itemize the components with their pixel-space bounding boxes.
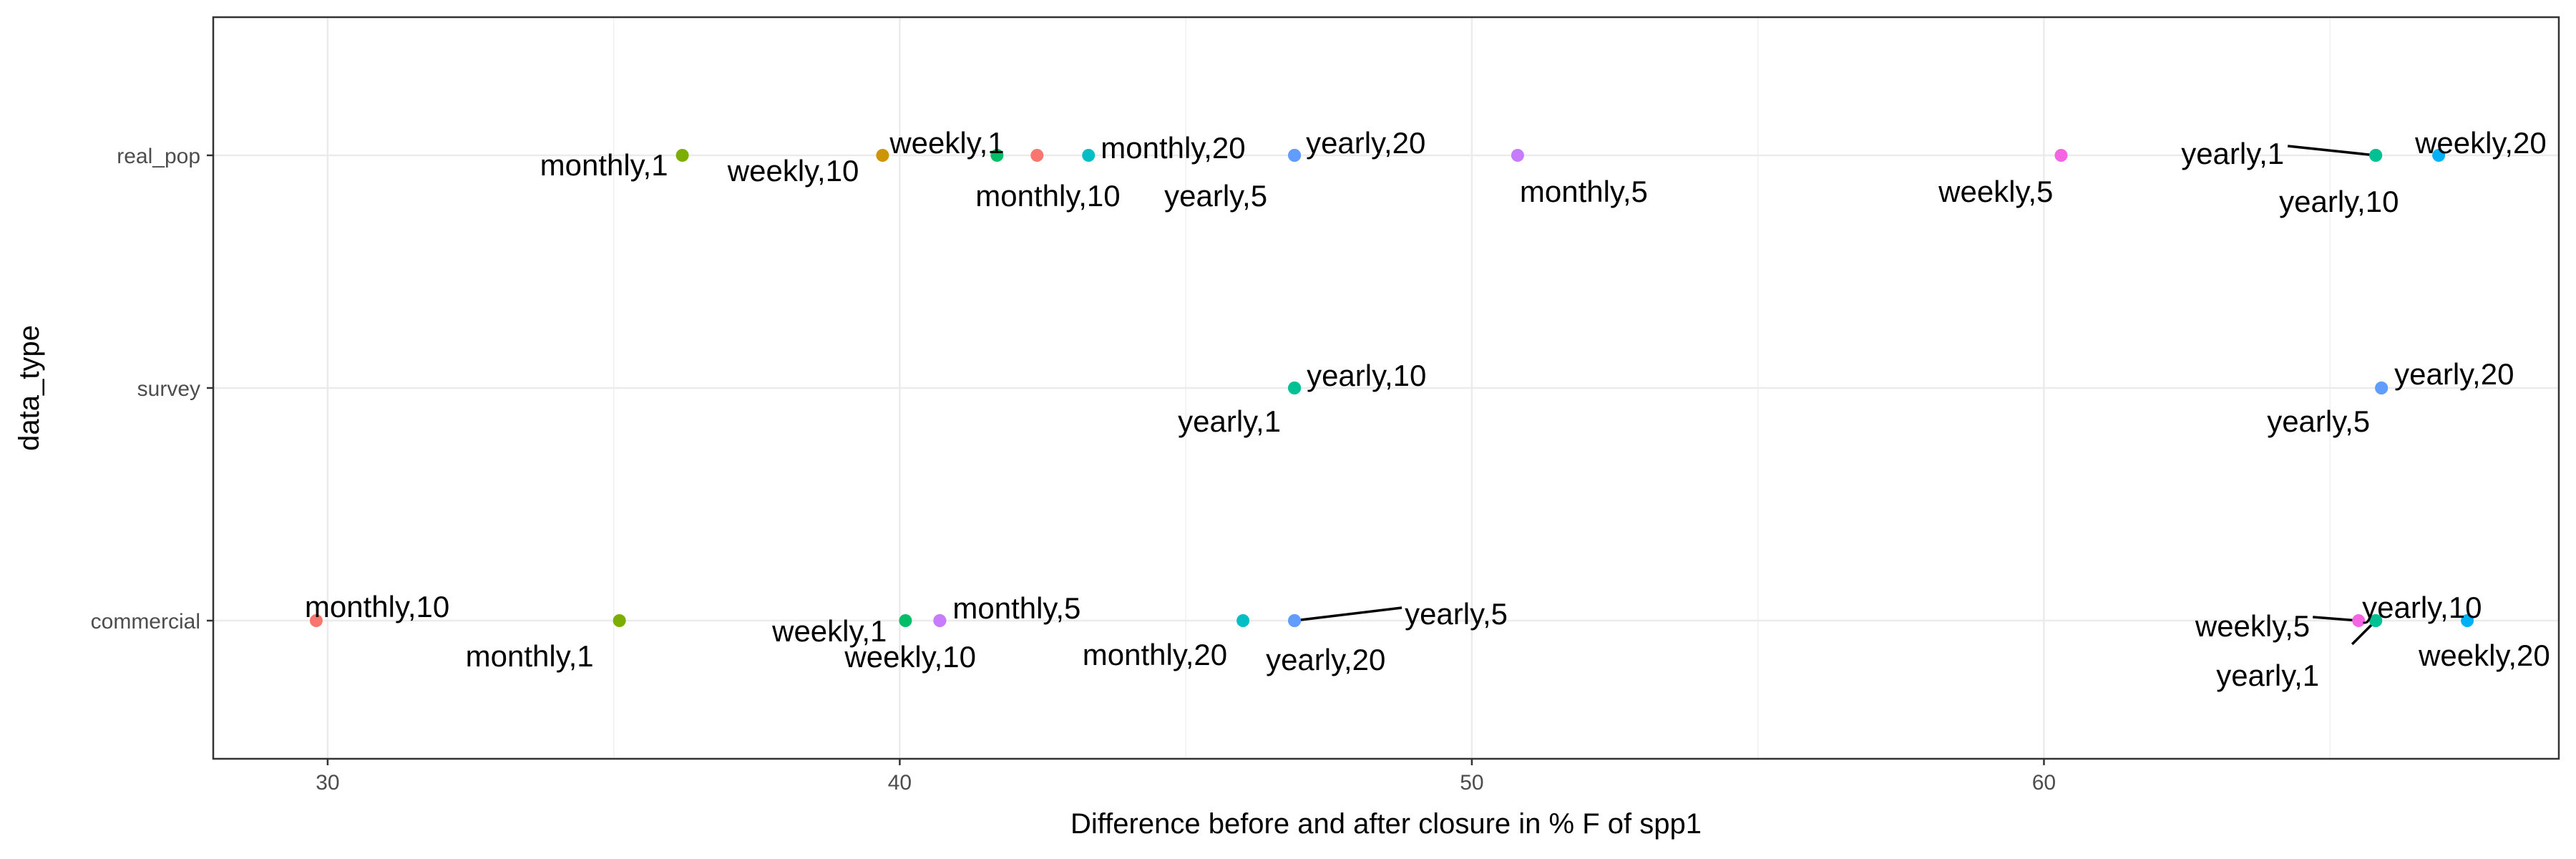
x-axis-title: Difference before and after closure in %… (1070, 808, 1702, 840)
data-point-label: yearly,10 (2279, 185, 2399, 218)
data-point-label: monthly,10 (305, 590, 449, 623)
data-point-label: weekly,5 (2195, 609, 2310, 643)
label-connector-line (2313, 616, 2359, 622)
data-point-label: weekly,20 (2414, 126, 2547, 160)
x-tick-label: 50 (1460, 771, 1483, 795)
data-point-label: yearly,5 (1405, 597, 1508, 631)
data-point (1288, 149, 1302, 162)
label-connector-line (1294, 606, 1402, 622)
data-point-label: yearly,1 (2216, 659, 2319, 692)
data-point (1511, 149, 1524, 162)
data-point-label: weekly,1 (771, 614, 887, 648)
data-point-label: monthly,20 (1101, 131, 1245, 165)
data-point (1082, 149, 1096, 162)
data-point-label: monthly,1 (540, 148, 668, 182)
point-labels: monthly,1monthly,1weekly,10weekly,10week… (305, 126, 2550, 692)
y-tick-label: commercial (91, 610, 200, 634)
data-point-label: weekly,10 (844, 640, 976, 674)
data-point-label: monthly,10 (975, 179, 1120, 213)
data-point-label: weekly,10 (727, 154, 859, 188)
data-point-label: yearly,20 (1266, 643, 1385, 676)
gridlines (213, 17, 2559, 759)
data-point (675, 149, 689, 162)
y-axis: commercial survey real_pop (91, 145, 213, 634)
y-tick-label: survey (137, 377, 200, 401)
data-point (2054, 149, 2068, 162)
x-axis: 30 40 50 60 (316, 759, 2056, 795)
data-point-label: weekly,20 (2418, 639, 2550, 672)
data-point-label: yearly,20 (2394, 357, 2514, 391)
data-point-label: monthly,5 (1520, 175, 1648, 208)
y-tick-label: real_pop (117, 145, 200, 168)
data-point (2432, 149, 2446, 162)
y-axis-title: data_type (14, 325, 45, 451)
data-point (899, 614, 912, 627)
data-point (2369, 149, 2383, 162)
data-point-label: yearly,10 (2362, 591, 2482, 624)
data-point (2461, 614, 2474, 627)
data-point-label: weekly,5 (1938, 175, 2053, 208)
data-point-label: yearly,10 (1307, 359, 1426, 392)
data-point (933, 614, 947, 627)
data-point (613, 614, 626, 627)
label-connector-line (2287, 145, 2376, 157)
x-tick-label: 40 (888, 771, 912, 795)
data-point-label: yearly,1 (2181, 137, 2284, 170)
label-connectors (1294, 145, 2377, 646)
data-point-label: yearly,20 (1306, 126, 1425, 160)
data-point (2352, 614, 2366, 627)
data-point (990, 149, 1004, 162)
data-point-label: monthly,1 (466, 639, 594, 673)
data-point (2375, 382, 2389, 394)
data-point-label: yearly,1 (1178, 404, 1281, 438)
data-point-label: weekly,1 (889, 126, 1004, 160)
data-point (1288, 382, 1302, 394)
data-point (876, 149, 889, 162)
data-point (2369, 614, 2383, 627)
data-point-label: monthly,20 (1083, 638, 1227, 671)
data-point-label: yearly,5 (1164, 179, 1267, 213)
data-point (1030, 149, 1044, 162)
data-points (309, 149, 2474, 627)
data-point (1236, 614, 1250, 627)
data-point (309, 614, 323, 627)
x-tick-label: 60 (2032, 771, 2056, 795)
data-point (1288, 614, 1302, 627)
data-point-label: monthly,5 (952, 591, 1080, 625)
data-point-label: yearly,5 (2267, 404, 2370, 438)
x-tick-label: 30 (316, 771, 339, 795)
